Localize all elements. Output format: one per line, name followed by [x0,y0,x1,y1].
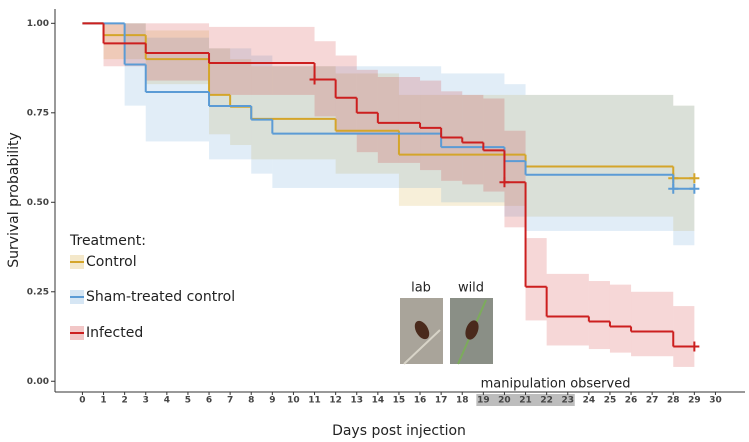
x-tick-label: 13 [350,396,363,406]
x-tick-label: 0 [79,396,85,406]
x-tick-label: 25 [604,396,617,406]
confidence-band [525,94,674,231]
confidence-band [673,105,695,231]
x-tick-label: 30 [709,396,722,406]
confidence-band [462,94,484,185]
x-tick-label: 19 [477,396,490,406]
y-tick-label: 0.50 [27,198,49,208]
y-tick-label: 1.00 [27,19,49,29]
confidence-band [483,98,505,192]
photo [400,298,443,365]
censor-mark [499,177,510,188]
x-tick-label: 29 [688,396,701,406]
y-axis-label: Survival probability [6,132,22,268]
image-label: lab [411,281,431,296]
legend-label: Sham-treated control [86,289,235,305]
highlight-band [476,394,575,406]
x-tick-label: 4 [164,396,170,406]
x-tick-label: 21 [519,396,532,406]
confidence-band [145,30,210,85]
x-tick-label: 2 [122,396,128,406]
confidence-band [525,238,547,321]
x-tick-label: 11 [308,396,321,406]
x-tick-label: 26 [625,396,638,406]
confidence-band [209,26,315,95]
legend-title: Treatment: [69,233,146,249]
y-tick-label: 0.00 [27,377,49,387]
confidence-band [335,55,357,135]
censor-mark [309,74,320,85]
confidence-band [145,37,210,142]
confidence-band [525,94,674,217]
x-axis-label: Days post injection [332,423,466,439]
confidence-band [609,284,632,353]
x-tick-label: 17 [435,396,448,406]
x-tick-label: 8 [248,396,254,406]
confidence-band [504,130,526,228]
censor-mark [689,341,700,352]
confidence-band [251,66,336,160]
x-tick-label: 16 [414,396,427,406]
photo [450,298,493,365]
x-tick-label: 23 [561,396,574,406]
confidence-band [251,55,273,174]
photo-stem [403,329,441,365]
confidence-band [209,48,231,135]
y-tick-label: 0.25 [27,287,49,297]
confidence-band [230,59,252,146]
x-tick-label: 24 [583,396,596,406]
x-tick-label: 9 [269,396,275,406]
confidence-band [673,306,695,367]
x-tick-label: 7 [227,396,233,406]
confidence-band [504,84,526,217]
x-tick-label: 14 [372,396,385,406]
confidence-band [546,273,589,346]
x-tick-label: 28 [667,396,680,406]
image-label: wild [458,281,484,296]
x-tick-label: 20 [498,396,511,406]
legend-label: Control [86,254,137,270]
censor-mark [689,183,700,194]
x-tick-label: 15 [393,396,406,406]
x-tick-label: 18 [456,396,469,406]
x-tick-label: 12 [329,396,342,406]
x-tick-label: 27 [646,396,659,406]
photo-insect [414,320,430,340]
photo-insect [465,320,479,340]
x-tick-label: 22 [540,396,553,406]
confidence-band [420,80,442,171]
confidence-band [272,66,442,188]
x-tick-label: 10 [287,396,300,406]
confidence-band [631,291,674,357]
confidence-band [673,105,695,246]
censor-mark [668,183,679,194]
x-tick-label: 1 [100,396,106,406]
confidence-band [441,91,463,181]
x-tick-label: 6 [206,396,212,406]
x-tick-label: 5 [185,396,191,406]
y-tick-label: 0.75 [27,108,49,118]
confidence-band [588,281,610,350]
highlight-label: manipulation observed [481,377,631,392]
censor-mark [689,173,700,184]
legend-label: Infected [86,325,143,341]
x-tick-label: 3 [143,396,149,406]
confidence-band [356,69,378,153]
confidence-band [145,23,210,81]
